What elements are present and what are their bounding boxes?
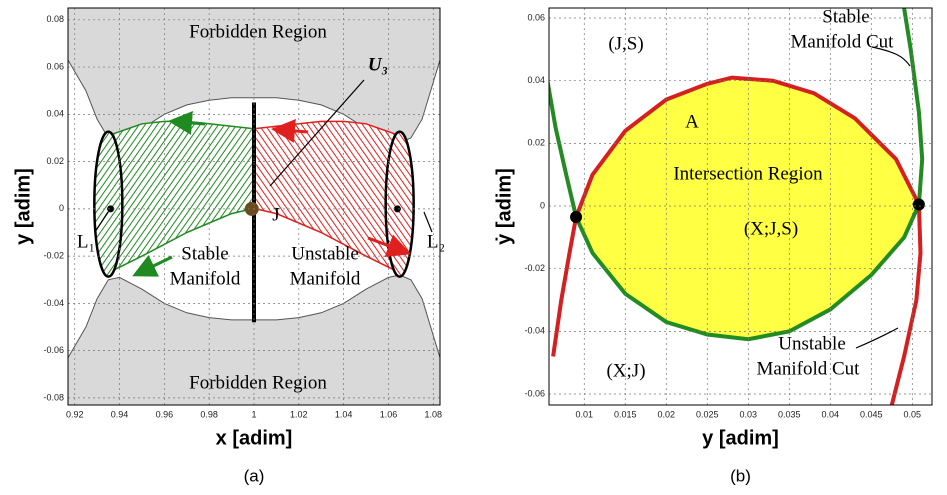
caption: (a) [244, 466, 265, 485]
x-tick-label: 0.92 [66, 409, 84, 419]
y-tick-label: -0.06 [524, 388, 545, 398]
point [245, 202, 259, 216]
annotation: J [272, 204, 279, 225]
flow-arrow [180, 122, 205, 124]
annotation: (X;J,S) [744, 218, 798, 239]
x-tick-label: 0.035 [778, 409, 801, 419]
y-tick-label: -0.02 [524, 263, 545, 273]
y-axis-label: ẏ [adim] [493, 168, 515, 245]
periodic-orbit [94, 132, 122, 277]
y-tick-label: 0 [540, 200, 545, 210]
annotation: U₃ [368, 54, 388, 75]
figure: 0.92 0.94 0.96 0.98 1 1.02 1.04 1.06 1.08 -0.08 -0… [0, 0, 947, 495]
x-tick-label: 0.02 [658, 409, 676, 419]
x-tick-label: 0.01 [575, 409, 593, 419]
annotation: L₂ [427, 231, 445, 252]
annotation: A [685, 111, 699, 132]
annotation: Unstable [291, 243, 359, 264]
panel-a: 0.92 0.94 0.96 0.98 1 1.02 1.04 1.06 1.08 -0.08 -0… [12, 3, 445, 485]
y-tick-label: 0.06 [527, 12, 545, 22]
annotation: Stable [822, 6, 870, 27]
y-tick-label: 0.04 [46, 109, 64, 119]
y-tick-label: 0.08 [46, 14, 64, 24]
flow-arrow [283, 130, 308, 132]
x-tick-label: 0.03 [740, 409, 758, 419]
annotation: Forbidden Region [189, 372, 327, 393]
x-tick-label: 0.045 [860, 409, 883, 419]
caption: (b) [730, 466, 751, 485]
x-axis-label: y [adim] [702, 427, 779, 449]
x-tick-label: 0.04 [822, 409, 840, 419]
x-tick-label: 0.025 [696, 409, 719, 419]
x-tick-label: 1.08 [425, 409, 443, 419]
x-tick-label: 0.96 [156, 409, 174, 419]
x-tick-label: 0.015 [614, 409, 637, 419]
periodic-orbit [386, 132, 414, 277]
y-tick-label: -0.06 [43, 345, 64, 355]
point [913, 198, 925, 210]
annotation: Manifold Cut [757, 358, 861, 379]
annotation: (X;J) [606, 360, 645, 381]
annotation: Intersection Region [673, 163, 823, 184]
annotation: Forbidden Region [189, 21, 327, 42]
annotation: Unstable [778, 333, 846, 354]
annotation: Stable [181, 243, 229, 264]
panel-b: 0.01 0.015 0.02 0.025 0.03 0.035 0.04 0.045 0.05… [493, 6, 932, 485]
point [570, 211, 582, 223]
x-axis-label: x [adim] [216, 427, 293, 449]
x-tick-label: 0.98 [200, 409, 218, 419]
y-tick-label: -0.04 [524, 326, 545, 336]
y-tick-label: 0.02 [46, 156, 64, 166]
annotation: Manifold Cut [791, 31, 895, 52]
annotation: Manifold [290, 268, 361, 289]
x-tick-label: 0.94 [111, 409, 129, 419]
x-tick-label: 1.06 [380, 409, 398, 419]
x-tick-label: 1 [251, 409, 256, 419]
annotation: (J,S) [608, 33, 643, 54]
y-tick-label: 0.04 [527, 75, 545, 85]
y-axis-label: y [adim] [12, 168, 34, 245]
x-tick-label: 1.04 [335, 409, 353, 419]
y-tick-label: -0.02 [43, 251, 64, 261]
y-tick-label: -0.04 [43, 298, 64, 308]
annotation: L₁ [77, 231, 95, 252]
x-tick-label: 0.05 [904, 409, 922, 419]
x-tick-label: 1.02 [290, 409, 308, 419]
y-tick-label: 0.02 [527, 138, 545, 148]
annotation: Manifold [170, 268, 241, 289]
y-tick-label: 0.06 [46, 61, 64, 71]
y-tick-label: -0.08 [43, 392, 64, 402]
y-tick-label: 0 [59, 203, 64, 213]
